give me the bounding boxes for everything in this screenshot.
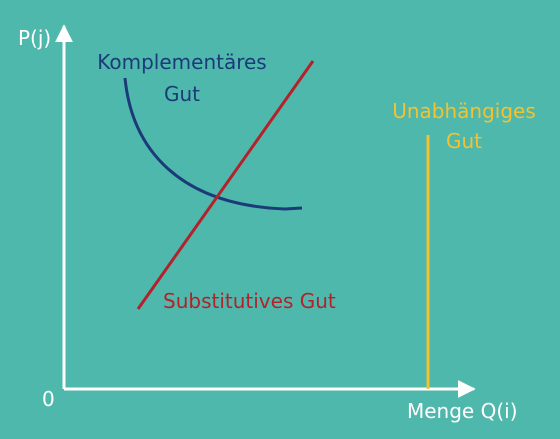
complementary-label-line1: Komplementäres (97, 50, 266, 74)
independent-label-line1: Unabhängiges (392, 99, 536, 123)
complementary-label-line2: Gut (164, 82, 200, 106)
x-axis-label: Menge Q(i) (407, 399, 518, 423)
substitute-label: Substitutives Gut (163, 289, 336, 313)
origin-label: 0 (42, 387, 55, 411)
substitute-good-line (136, 60, 315, 310)
complementary-good-curve (123, 77, 303, 211)
independent-label-line2: Gut (446, 129, 482, 153)
y-axis-label: P(j) (18, 26, 51, 50)
